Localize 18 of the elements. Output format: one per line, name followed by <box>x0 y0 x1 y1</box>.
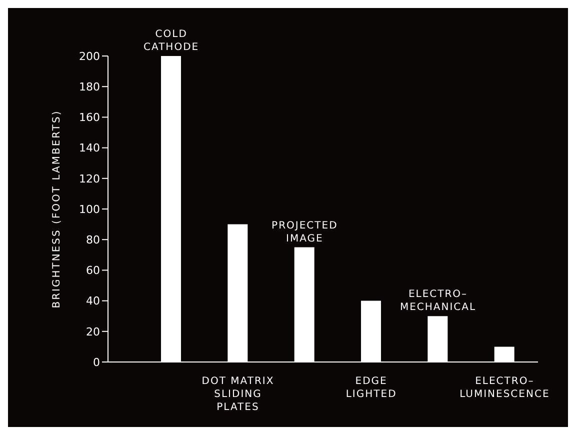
x-tick-label: COLD CATHODE <box>144 29 200 53</box>
y-tick-label: 120 <box>79 172 100 186</box>
y-tick-label: 160 <box>79 111 100 124</box>
y-tick-label: 140 <box>79 142 100 155</box>
y-tick-label: 180 <box>79 80 100 94</box>
y-tick-label: 200 <box>79 50 100 63</box>
y-axis-title: BRIGHTNESS (FOOT LAMBERTS) <box>52 110 63 308</box>
x-tick-label: PROJECTED IMAGE <box>272 220 338 244</box>
x-tick-label: ELECTRO– LUMINESCENCE <box>460 376 550 400</box>
y-tick-label: 40 <box>86 294 100 308</box>
y-tick-label: 60 <box>86 264 100 278</box>
x-tick-label: ELECTRO– MECHANICAL <box>400 289 476 314</box>
y-tick-label: 100 <box>79 202 100 216</box>
y-tick-label: 80 <box>86 234 100 247</box>
y-tick-label: 0 <box>93 356 100 369</box>
x-tick-label: EDGE LIGHTED <box>346 376 397 400</box>
y-tick-label: 20 <box>86 325 100 338</box>
x-tick-label: DOT MATRIX SLIDING PLATES <box>202 376 274 413</box>
